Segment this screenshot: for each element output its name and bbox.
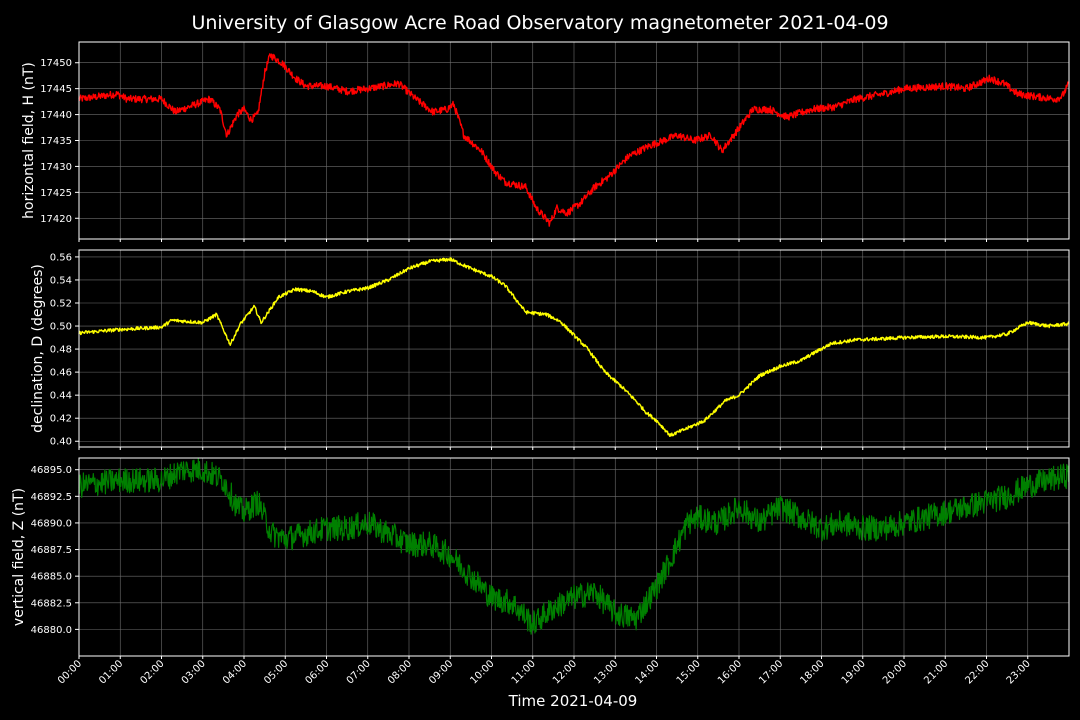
y-tick-label: 0.44 xyxy=(50,391,72,402)
panel-frame xyxy=(78,249,1070,448)
y-tick-label: 46885.0 xyxy=(31,572,72,583)
y-tick-label: 17440 xyxy=(40,110,72,121)
y-tick-label: 46895.0 xyxy=(31,465,72,476)
y-tick-label: 0.42 xyxy=(50,414,72,425)
y-tick-label: 0.40 xyxy=(50,437,72,448)
panels: 17420 17425 17430 17435 17440 17445 17450horiz… xyxy=(11,41,1070,659)
panel-frame xyxy=(78,457,1070,657)
y-tick-label: 0.46 xyxy=(50,368,72,379)
y-tick-label: 46892.5 xyxy=(31,492,72,503)
panel-1: 17420 17425 17430 17435 17440 17445 17450horiz… xyxy=(21,41,1070,242)
y-tick-label: 17430 xyxy=(40,162,72,173)
y-tick-label: 46887.5 xyxy=(31,545,72,556)
y-tick-label: 0.52 xyxy=(50,298,72,309)
y-tick-label: 17420 xyxy=(40,214,72,225)
y-tick-label: 17445 xyxy=(40,84,72,95)
y-tick-label: 0.50 xyxy=(50,322,72,333)
y-tick-label: 0.56 xyxy=(50,252,72,263)
y-tick-label: 17450 xyxy=(40,58,72,69)
y-tick-label: 46882.5 xyxy=(31,598,72,609)
y-axis-label: declination, D (degrees) xyxy=(30,264,46,433)
series-line-2 xyxy=(78,257,1070,437)
x-axis-label: Time 2021-04-09 xyxy=(508,692,638,710)
y-tick-label: 46890.0 xyxy=(31,518,72,529)
panel-2: 0.40 0.42 0.44 0.46 0.48 0.50 0.52 0.54 0.56 decl… xyxy=(30,249,1070,450)
y-tick-label: 0.48 xyxy=(50,345,72,356)
series-line-1 xyxy=(78,53,1070,227)
y-axis-label: vertical field, Z (nT) xyxy=(11,488,27,626)
series-line-3 xyxy=(78,457,1070,635)
y-tick-label: 17425 xyxy=(40,188,72,199)
y-axis-label: horizontal field, H (nT) xyxy=(21,62,37,219)
y-tick-label: 46880.0 xyxy=(31,625,72,636)
panel-frame xyxy=(78,41,1070,240)
panel-3: 46880.0 46882.5 46885.0 46887.5 46890.0 46892… xyxy=(11,457,1070,659)
chart-title: University of Glasgow Acre Road Observat… xyxy=(191,12,888,34)
y-tick-label: 0.54 xyxy=(50,275,72,286)
y-tick-label: 17435 xyxy=(40,136,72,147)
